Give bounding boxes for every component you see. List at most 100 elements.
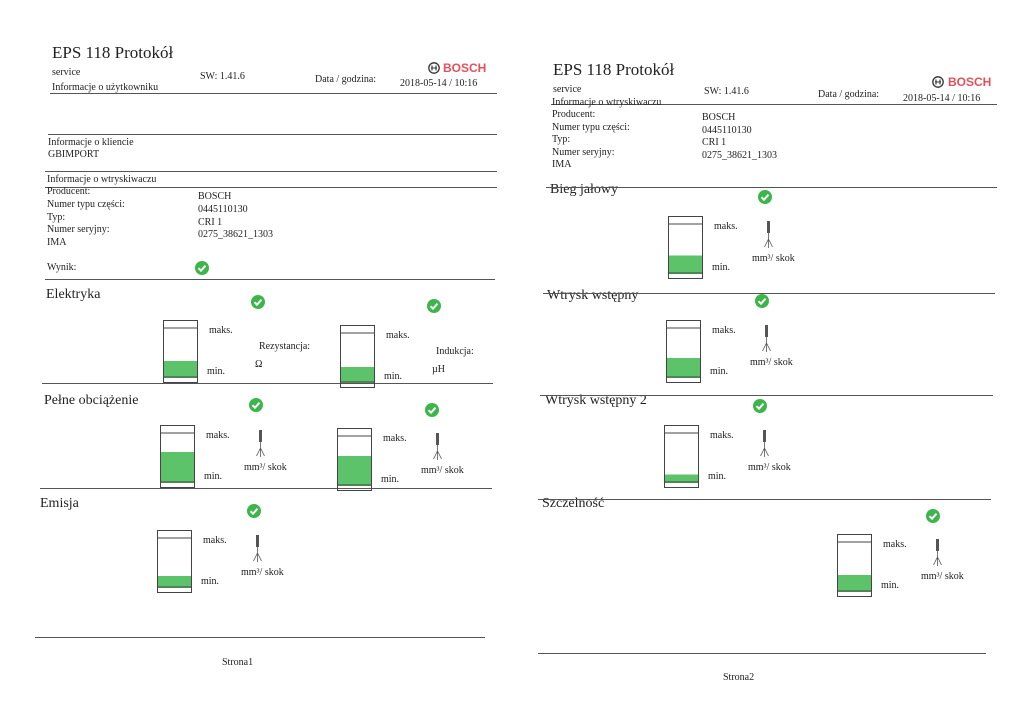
rule	[35, 637, 485, 638]
field-value: 0445110130	[702, 124, 752, 136]
rule	[543, 293, 995, 294]
bosch-logo	[932, 76, 944, 88]
max-label: maks.	[714, 221, 738, 232]
gauge	[340, 325, 375, 388]
rule	[40, 488, 492, 489]
injector-icon	[764, 221, 773, 248]
field-value: CRI 1	[702, 137, 727, 148]
check-icon	[753, 399, 767, 413]
measure-label: Indukcja:	[436, 346, 474, 357]
page-title: EPS 118 Protokół	[52, 43, 174, 62]
page-title: EPS 118 Protokół	[553, 60, 675, 79]
max-label: maks.	[883, 539, 907, 550]
max-label: maks.	[209, 325, 233, 336]
rule	[45, 171, 497, 172]
field-label: Numer typu części:	[552, 121, 630, 133]
rule	[45, 279, 495, 280]
section-title: Elektryka	[46, 287, 101, 302]
min-label: min.	[710, 366, 729, 377]
min-label: min.	[201, 576, 220, 587]
check-icon	[251, 295, 265, 309]
brand: BOSCH	[443, 61, 487, 75]
check-icon	[758, 190, 772, 204]
field-label: Numer seryjny:	[47, 224, 110, 236]
field-label: IMA	[552, 159, 572, 170]
max-label: maks.	[710, 430, 734, 441]
field-label: IMA	[47, 237, 67, 249]
client-name: GBIMPORT	[48, 149, 100, 160]
injector-icon	[760, 430, 769, 457]
rule	[551, 104, 997, 105]
gauge	[837, 534, 872, 597]
gauge	[160, 425, 195, 488]
field-label: Producent:	[47, 186, 91, 197]
gauge	[157, 530, 192, 593]
unit: mm³/ skok	[244, 462, 287, 473]
injector-icon	[253, 535, 262, 562]
gauge	[337, 428, 372, 491]
date-label: Data / godzina:	[315, 74, 377, 85]
max-label: maks.	[203, 535, 227, 546]
injector-icon	[933, 539, 942, 566]
section-title: Szczelność	[542, 496, 605, 511]
section-title: Emisja	[40, 496, 79, 511]
field-value: BOSCH	[702, 112, 736, 123]
field-value: BOSCH	[198, 191, 232, 202]
check-icon	[926, 509, 940, 523]
field-label: Producent:	[552, 109, 596, 120]
unit: mm³/ skok	[241, 567, 284, 578]
software-version: SW: 1.41.6	[200, 71, 245, 82]
page-footer: Strona2	[723, 672, 755, 683]
rule	[538, 653, 986, 654]
min-label: min.	[881, 580, 900, 591]
unit: mm³/ skok	[421, 465, 464, 476]
field-label: Typ:	[47, 211, 66, 223]
section-title: Pełne obciążenie	[44, 393, 139, 408]
rule	[42, 383, 493, 384]
min-label: min.	[381, 474, 400, 485]
check-icon	[249, 398, 263, 412]
unit: µH	[432, 364, 445, 375]
check-icon	[247, 504, 261, 518]
section-title: Wtrysk wstępny 2	[545, 393, 647, 408]
brand: BOSCH	[948, 75, 992, 89]
check-icon	[425, 403, 439, 417]
rule	[48, 134, 497, 135]
unit: mm³/ skok	[748, 462, 791, 473]
service: service	[52, 67, 81, 78]
rule	[50, 93, 497, 94]
min-label: min.	[204, 471, 223, 482]
measure-label: Rezystancja:	[259, 341, 311, 352]
result-label: Wynik:	[47, 262, 77, 273]
service: service	[553, 84, 582, 95]
section-title: Bieg jałowy	[550, 182, 619, 197]
rule	[546, 187, 997, 188]
gauge	[664, 425, 699, 488]
min-label: min.	[384, 371, 403, 382]
section-title: Wtrysk wstępny	[547, 288, 639, 303]
max-label: maks.	[383, 433, 407, 444]
check-icon	[755, 294, 769, 308]
field-value: 0275_38621_1303	[702, 149, 777, 161]
field-value: 0445110130	[198, 203, 248, 215]
bosch-logo	[428, 62, 440, 74]
field-value: 0275_38621_1303	[198, 229, 273, 241]
rule	[45, 187, 497, 188]
injector-icon	[256, 430, 265, 457]
injector-heading: Informacje o wtryskiwaczu	[47, 174, 157, 185]
gauge	[163, 320, 198, 383]
unit: mm³/ skok	[752, 253, 795, 264]
software-version: SW: 1.41.6	[704, 86, 749, 97]
field-label: Numer seryjny:	[552, 146, 615, 158]
rule	[538, 499, 991, 500]
max-label: maks.	[712, 325, 736, 336]
user-info: Informacje o użytkowniku	[52, 82, 159, 93]
injector-heading: Informacje o wtryskiwaczu	[552, 97, 662, 108]
date-label: Data / godzina:	[818, 89, 880, 100]
max-label: maks.	[206, 430, 230, 441]
min-label: min.	[207, 366, 226, 377]
gauge	[668, 216, 703, 279]
unit: Ω	[255, 359, 263, 370]
field-value: CRI 1	[198, 216, 223, 228]
